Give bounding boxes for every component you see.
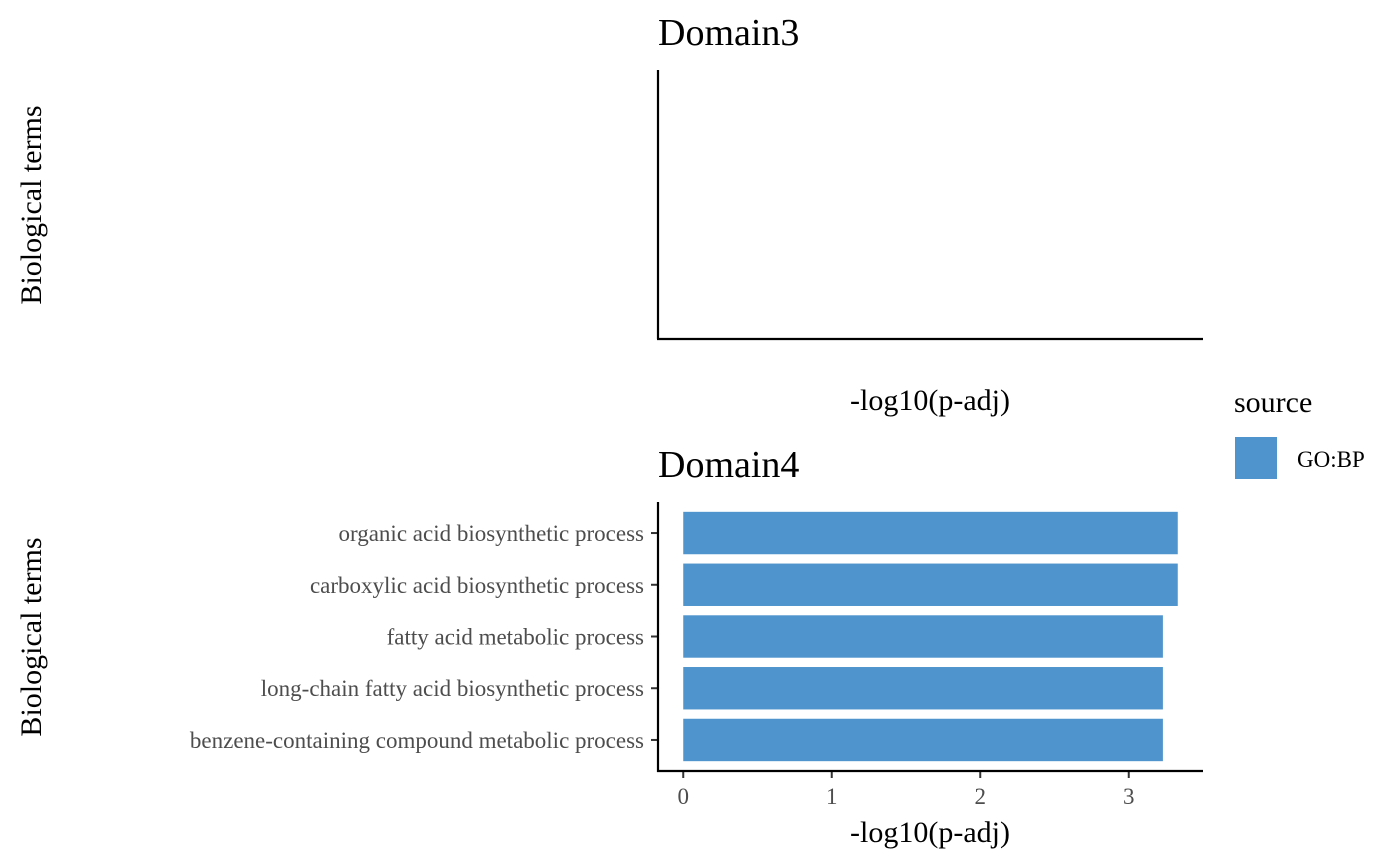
panel-domain3: Domain3 Biological terms -log10(p-adj) [15, 12, 1203, 417]
bars [683, 511, 1178, 762]
x-ticks: 0 1 2 3 [677, 771, 1134, 809]
y-axis-title: Biological terms [15, 105, 48, 304]
x-tick-label: 2 [974, 784, 986, 809]
bar [683, 563, 1178, 606]
x-tick-label: 0 [677, 784, 689, 809]
legend-title: source [1234, 386, 1312, 419]
y-tick-labels: organic acid biosynthetic process carboxy… [190, 521, 658, 753]
legend-swatch [1235, 437, 1277, 479]
legend-label: GO:BP [1297, 447, 1365, 472]
panel-domain4: Domain4 Biological terms organic acid bi… [15, 444, 1203, 849]
y-tick-label: benzene-containing compound metabolic pr… [190, 728, 644, 753]
y-tick-label: fatty acid metabolic process [387, 625, 644, 650]
y-tick-label: long-chain fatty acid biosynthetic proce… [261, 676, 644, 701]
x-axis-title: -log10(p-adj) [850, 384, 1010, 417]
x-axis-title: -log10(p-adj) [850, 816, 1010, 849]
bar [683, 511, 1178, 555]
x-tick-label: 3 [1123, 784, 1135, 809]
legend: source GO:BP [1234, 386, 1365, 479]
bar [683, 718, 1163, 762]
bar [683, 615, 1163, 658]
panel-title: Domain4 [658, 444, 799, 486]
panel-title: Domain3 [658, 12, 799, 54]
y-axis-title: Biological terms [15, 537, 48, 736]
x-tick-label: 1 [826, 784, 838, 809]
y-tick-label: organic acid biosynthetic process [338, 521, 644, 546]
y-tick-label: carboxylic acid biosynthetic process [310, 573, 644, 598]
bar [683, 667, 1163, 710]
